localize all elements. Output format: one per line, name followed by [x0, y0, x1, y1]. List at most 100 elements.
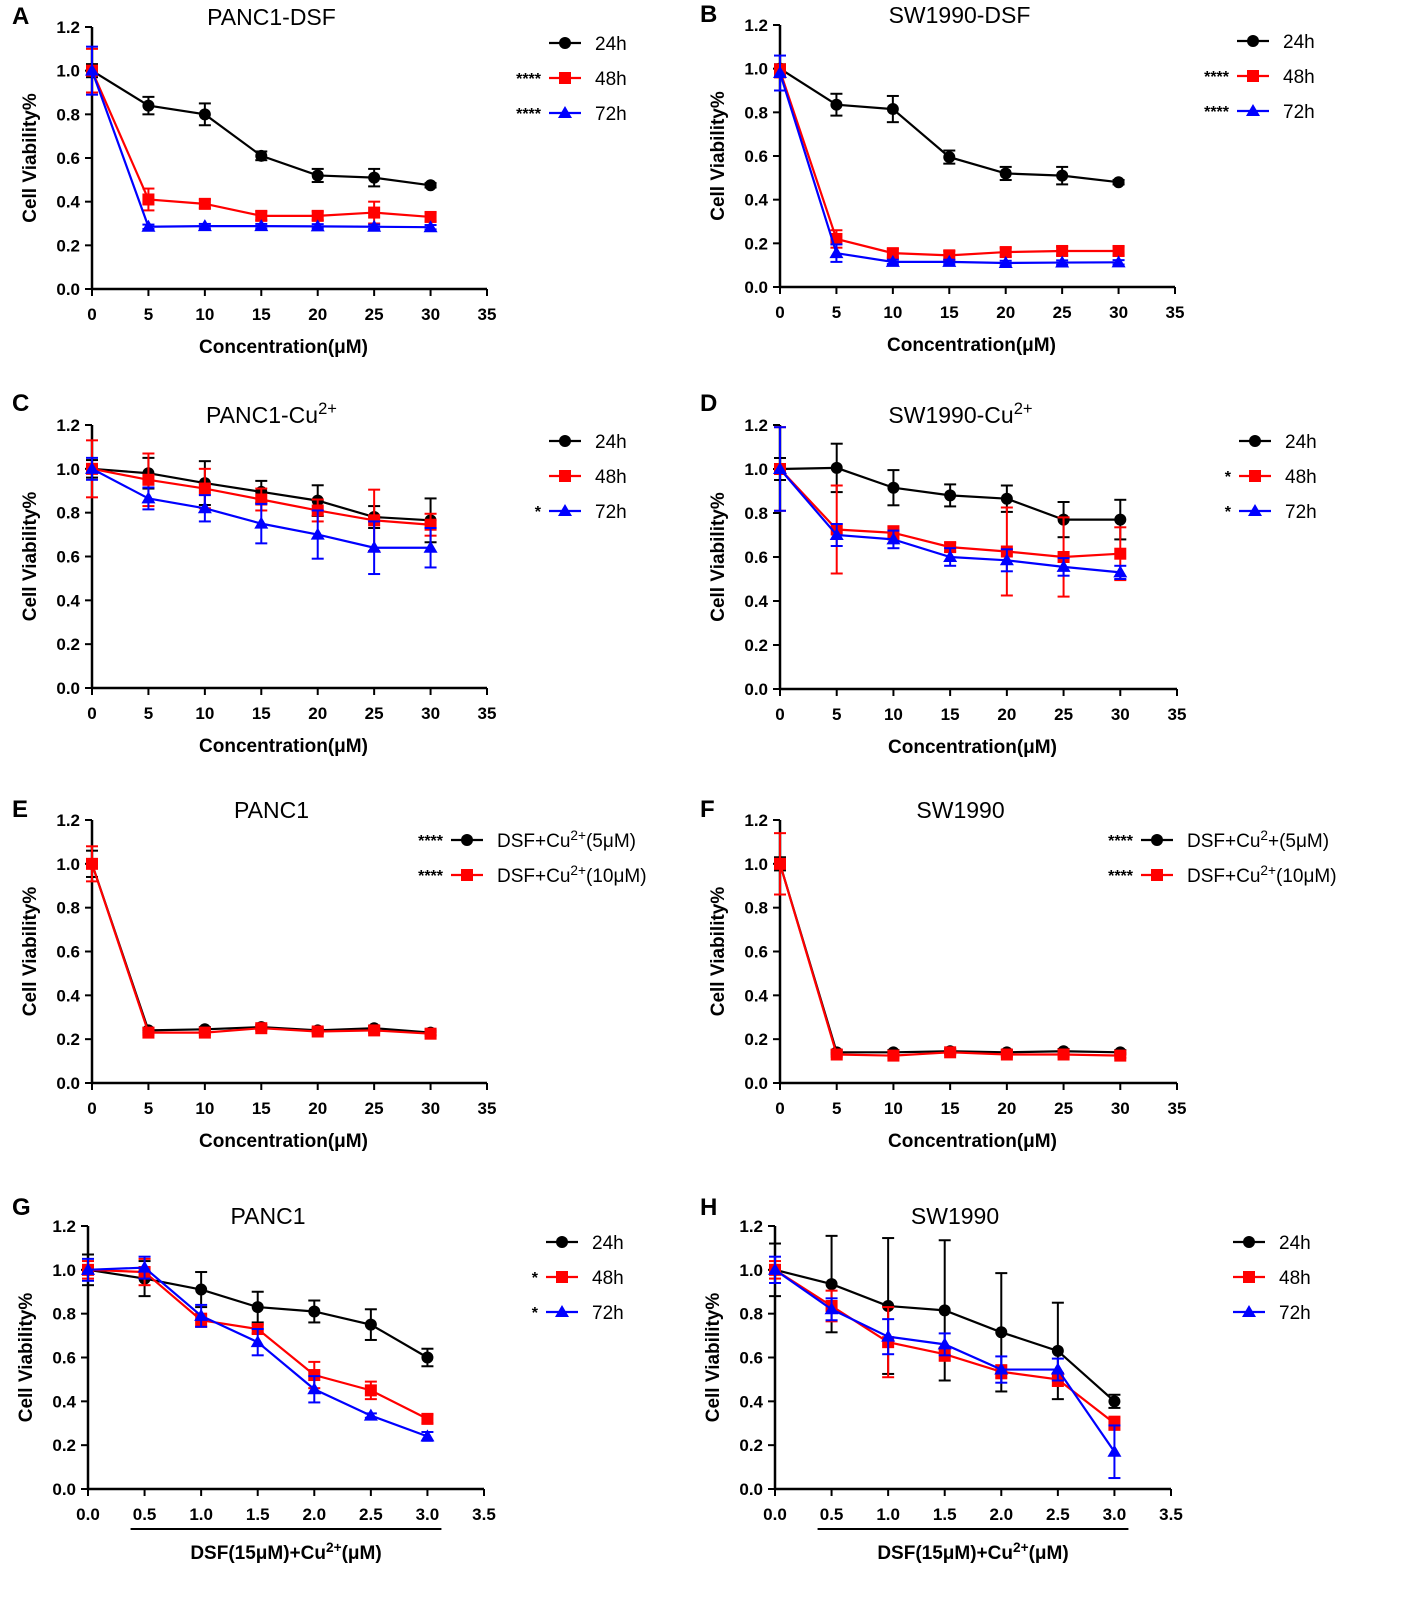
text-suffix: (μM)	[342, 1543, 382, 1564]
y-tick-label: 0.4	[56, 591, 80, 610]
legend-label: 48h	[592, 1268, 624, 1289]
text-suffix: (5μM)	[586, 831, 636, 852]
superscript: 2+	[318, 399, 337, 418]
legend-name: 24h	[595, 34, 627, 55]
x-tick-label: 15	[940, 303, 959, 322]
legend-label: 48h	[1283, 67, 1315, 88]
legend-item: 72h	[1233, 1303, 1311, 1324]
data-point	[829, 528, 844, 540]
y-tick-label: 0.2	[52, 1436, 76, 1455]
y-axis-title: Cell Viability%	[708, 887, 729, 1017]
data-point	[141, 219, 156, 232]
superscript: 2+	[1013, 1540, 1029, 1555]
x-tick-label: 20	[997, 705, 1016, 724]
legend-name: 72h	[1283, 102, 1315, 123]
x-tick-label: 25	[1053, 303, 1072, 322]
x-axis-title: Concentration(μM)	[199, 1131, 368, 1152]
data-point	[1055, 255, 1070, 268]
x-tick-label: 10	[883, 303, 902, 322]
legend-item: 24h	[1233, 1233, 1311, 1254]
significance-stars: ****	[418, 833, 444, 850]
data-point	[424, 1027, 437, 1040]
data-point	[368, 171, 381, 184]
data-point	[85, 63, 99, 76]
legend-marker	[1242, 1305, 1256, 1317]
x-tick-label: 5	[144, 305, 153, 324]
data-point	[995, 1326, 1008, 1339]
legend-marker	[555, 1305, 569, 1317]
legend-marker	[1247, 35, 1259, 47]
y-tick-label: 0.6	[56, 149, 80, 168]
chart-title: SW1990-Cu2+	[888, 399, 1032, 429]
x-tick-label: 10	[195, 1099, 214, 1118]
data-point	[824, 1302, 839, 1315]
legend-name: 72h	[1285, 502, 1317, 523]
x-tick-label: 0.0	[76, 1505, 100, 1524]
x-tick-label: 5	[832, 303, 841, 322]
y-tick-label: 0.2	[744, 1030, 768, 1049]
x-tick-label: 30	[421, 305, 440, 324]
data-point	[1056, 559, 1071, 572]
superscript: 2+	[570, 863, 586, 878]
legend-name: 24h	[1283, 32, 1315, 53]
data-point	[423, 220, 438, 233]
data-point	[1050, 1362, 1065, 1375]
legend-name: 48h	[595, 69, 627, 90]
title-text: SW1990	[916, 797, 1004, 823]
legend-marker	[559, 435, 571, 447]
y-tick-label: 0.8	[56, 504, 80, 523]
x-tick-label: 35	[1166, 303, 1185, 322]
legend-name: DSF+Cu	[1187, 831, 1260, 852]
legend-name: 24h	[1285, 432, 1317, 453]
legend-item: 48h *	[1225, 467, 1317, 488]
legend-name: 48h	[1279, 1268, 1311, 1289]
x-axis-title: DSF(15μM)+Cu2+(μM)	[190, 1540, 381, 1565]
data-point	[254, 516, 269, 529]
significance-stars: ****	[418, 868, 444, 885]
chart-title: SW1990	[916, 797, 1004, 823]
legend-label: 72h	[592, 1303, 624, 1324]
y-tick-label: 0.0	[56, 679, 80, 698]
superscript: 2+	[326, 1540, 342, 1555]
x-axis-title: DSF(15μM)+Cu2+(μM)	[877, 1540, 1068, 1565]
significance-stars: ****	[1108, 868, 1134, 885]
legend-marker	[461, 869, 473, 881]
x-tick-label: 25	[1054, 705, 1073, 724]
y-axis-title: Cell Viability%	[703, 1293, 724, 1423]
series-line	[779, 67, 1119, 184]
y-tick-label: 1.0	[744, 60, 768, 79]
y-tick-label: 0.8	[52, 1305, 76, 1324]
data-point	[308, 1369, 321, 1382]
y-tick-label: 1.0	[744, 460, 768, 479]
legend-marker	[1151, 834, 1163, 846]
series-0	[86, 63, 437, 192]
data-point	[1113, 565, 1128, 578]
data-point	[1057, 551, 1070, 563]
series-2	[773, 426, 1128, 580]
y-tick-label: 0.2	[56, 236, 80, 255]
legend-item: 48h *	[532, 1268, 624, 1289]
series-line	[90, 863, 431, 1034]
data-point	[1112, 244, 1125, 257]
x-tick-label: 2.0	[302, 1505, 326, 1524]
data-point	[424, 179, 437, 192]
data-point	[137, 1260, 152, 1273]
series-0	[774, 62, 1125, 189]
x-tick-label: 15	[252, 1099, 271, 1118]
legend-marker	[1151, 869, 1163, 881]
legend-label: 24h	[1283, 32, 1315, 53]
y-tick-label: 0.8	[739, 1305, 763, 1324]
series-line	[778, 863, 1121, 1057]
y-axis-title: Cell Viability%	[20, 93, 41, 223]
significance-stars: ****	[1108, 833, 1134, 850]
legend-label: DSF+Cu2+(10μM)	[1187, 863, 1337, 888]
significance-stars: ****	[516, 106, 542, 123]
legend-name: 48h	[1283, 67, 1315, 88]
panel-letter: H	[700, 1194, 717, 1221]
series-0	[774, 856, 1127, 1059]
x-tick-label: 0	[775, 705, 784, 724]
data-point	[1107, 1444, 1122, 1457]
x-tick-label: 3.0	[1103, 1505, 1127, 1524]
legend-item: 24h	[549, 432, 627, 453]
data-point	[886, 103, 899, 116]
